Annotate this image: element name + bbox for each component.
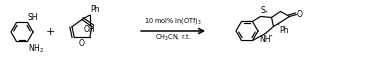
Text: +: + <box>45 27 55 37</box>
Text: SH: SH <box>28 13 38 22</box>
Text: OH: OH <box>84 25 96 34</box>
Text: '': '' <box>270 34 273 39</box>
Text: NH$_2$: NH$_2$ <box>28 42 44 55</box>
Text: Ph: Ph <box>90 5 100 14</box>
Text: *: * <box>276 22 279 27</box>
Text: Ph: Ph <box>279 26 289 35</box>
Text: CH$_3$CN, r.t.: CH$_3$CN, r.t. <box>155 33 192 43</box>
Text: '': '' <box>264 10 268 15</box>
Text: S: S <box>261 6 265 15</box>
Text: O: O <box>79 39 85 48</box>
Text: NH: NH <box>259 35 270 44</box>
Text: 10 mol% In(OTf)$_3$: 10 mol% In(OTf)$_3$ <box>144 15 202 25</box>
Text: O: O <box>297 10 303 19</box>
